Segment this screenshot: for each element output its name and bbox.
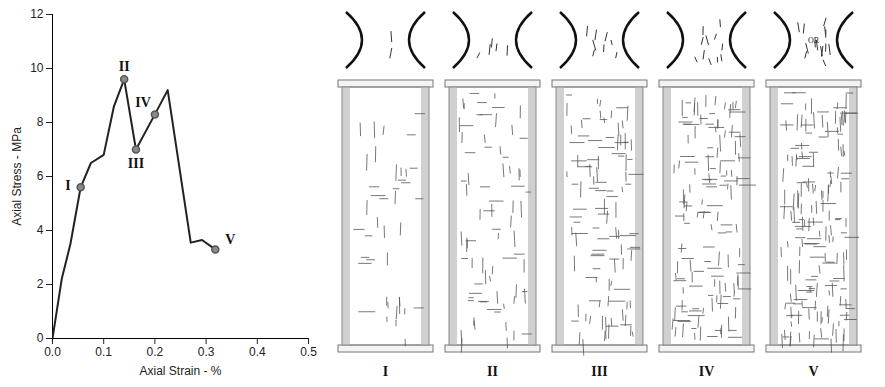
svg-text:III: III bbox=[128, 156, 144, 171]
svg-text:V: V bbox=[225, 232, 235, 247]
svg-text:0.0: 0.0 bbox=[44, 345, 61, 359]
svg-text:I: I bbox=[65, 178, 70, 193]
svg-text:0: 0 bbox=[37, 331, 44, 345]
svg-text:III: III bbox=[591, 364, 607, 379]
svg-text:I: I bbox=[383, 364, 388, 379]
svg-text:IV: IV bbox=[699, 364, 715, 379]
svg-text:0.5: 0.5 bbox=[300, 345, 317, 359]
svg-text:Axial Stress - MPa: Axial Stress - MPa bbox=[10, 127, 24, 226]
svg-text:0.3: 0.3 bbox=[198, 345, 215, 359]
svg-text:Axial Strain - %: Axial Strain - % bbox=[139, 364, 221, 378]
svg-text:10: 10 bbox=[30, 61, 44, 75]
svg-text:II: II bbox=[119, 59, 130, 74]
svg-text:4: 4 bbox=[37, 223, 44, 237]
svg-text:12: 12 bbox=[30, 7, 44, 21]
svg-text:IV: IV bbox=[135, 95, 151, 110]
svg-text:0.4: 0.4 bbox=[249, 345, 266, 359]
svg-text:0.1: 0.1 bbox=[95, 345, 112, 359]
svg-text:2: 2 bbox=[37, 277, 44, 291]
svg-text:OR: OR bbox=[808, 36, 820, 45]
svg-text:II: II bbox=[487, 364, 498, 379]
svg-text:V: V bbox=[808, 364, 818, 379]
svg-text:6: 6 bbox=[37, 169, 44, 183]
svg-text:0.2: 0.2 bbox=[147, 345, 164, 359]
svg-text:8: 8 bbox=[37, 115, 44, 129]
